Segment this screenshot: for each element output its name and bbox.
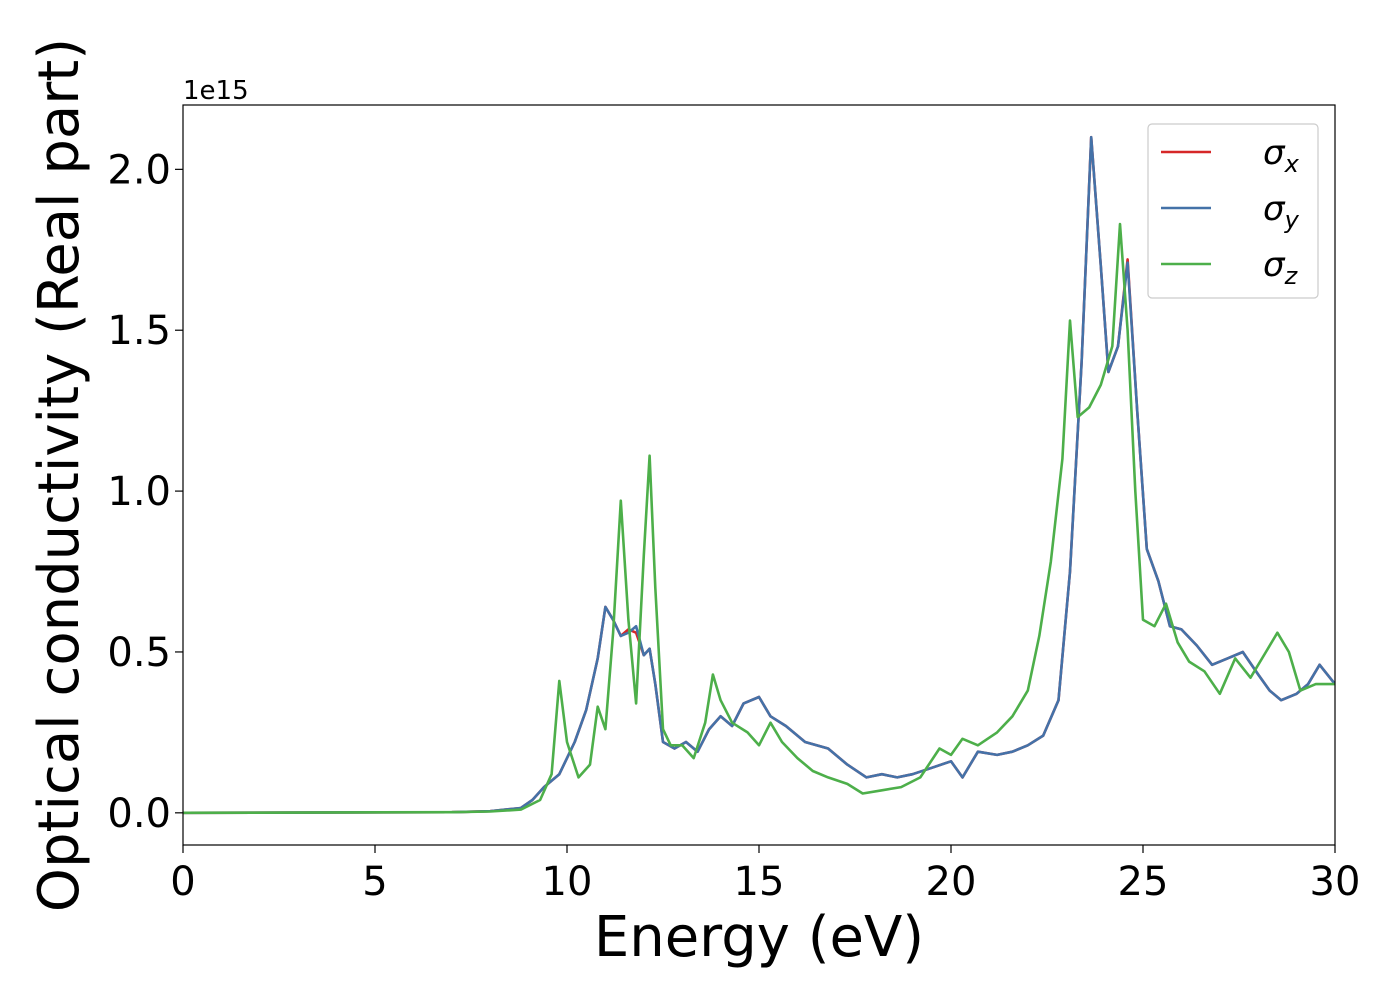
y-axis: 0.0 0.5 1.0 1.5 2.0 — [107, 147, 183, 837]
legend-label-y: σy — [1263, 189, 1300, 234]
x-tick-label: 20 — [926, 859, 977, 905]
x-tick-label: 10 — [542, 859, 593, 905]
x-tick-label: 25 — [1118, 859, 1169, 905]
series-line-z — [183, 222, 1335, 815]
x-axis-label: Energy (eV) — [594, 905, 924, 970]
y-axis-offset-label: 1e15 — [183, 76, 249, 106]
legend-label-symbol: σ — [1263, 189, 1286, 229]
x-tick-label: 30 — [1310, 859, 1361, 905]
series-layer — [183, 135, 1335, 815]
legend-label-x: σx — [1263, 133, 1300, 178]
y-tick-label: 1.0 — [107, 469, 171, 515]
legend-label-subscript: z — [1284, 262, 1299, 290]
y-axis-label: Optical conductivity (Real part) — [27, 38, 92, 912]
y-tick-label: 2.0 — [107, 147, 171, 193]
x-tick-label: 0 — [170, 859, 195, 905]
legend-label-symbol: σ — [1263, 133, 1286, 173]
legend-label-z: σz — [1263, 245, 1299, 290]
x-tick-label: 5 — [362, 859, 387, 905]
y-tick-label: 0.5 — [107, 630, 171, 676]
x-axis: 0 5 10 15 20 25 30 — [170, 845, 1360, 905]
x-tick-label: 15 — [734, 859, 785, 905]
legend-box — [1147, 123, 1319, 299]
y-tick-label: 1.5 — [107, 308, 171, 354]
legend-label-subscript: y — [1284, 206, 1300, 234]
legend-label-subscript: x — [1284, 150, 1300, 178]
y-tick-label: 0.0 — [107, 791, 171, 837]
legend-label-symbol: σ — [1263, 245, 1286, 285]
